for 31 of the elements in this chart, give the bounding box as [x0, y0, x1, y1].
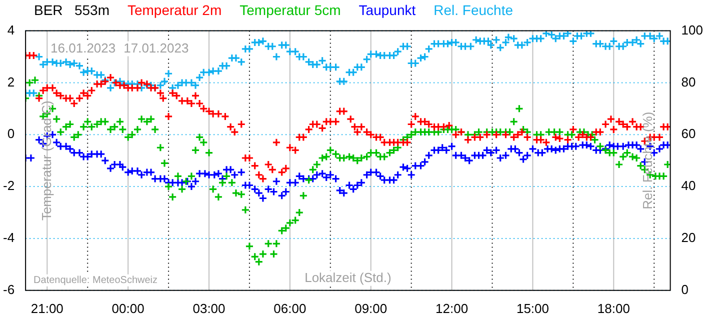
x-tick-label: 00:00	[112, 300, 144, 316]
annotation: 16.01.2023	[50, 40, 116, 56]
y-tick-label: 2	[7, 74, 15, 90]
y-tick-label: -4	[2, 230, 15, 246]
y-tick-label: 0	[7, 126, 15, 142]
y-tick-label: -6	[2, 282, 15, 297]
series-label: Rel. Feuchte	[434, 2, 513, 18]
x-tick-label: 09:00	[354, 300, 388, 316]
y2-tick-label: 100	[681, 22, 704, 38]
y-tick-label: -2	[2, 178, 15, 194]
y2-tick-label: 40	[681, 178, 696, 194]
text: Temperatur 5cm	[240, 2, 341, 18]
y-tick-label: 4	[7, 22, 15, 38]
x-tick-label: 12:00	[436, 300, 468, 316]
chart-title: BER 553m	[34, 2, 110, 18]
y2-tick-label: 60	[681, 126, 696, 142]
annotation: Datenquelle: MeteoSchweiz	[34, 275, 158, 286]
y2-axis-title: Rel. Feuchte (%)	[640, 112, 655, 210]
annotation: 17.01.2023	[124, 40, 189, 56]
y2-tick-label: 80	[681, 74, 696, 90]
y-axis-title: Temperatur (Grad C)	[39, 100, 54, 221]
x-tick-label: 21:00	[30, 300, 64, 316]
y2-tick-label: 20	[681, 230, 696, 246]
x-tick-label: 15:00	[516, 300, 549, 316]
y2-tick-label: 0	[681, 282, 689, 297]
x-tick-label: 03:00	[192, 300, 226, 316]
x-axis-title: Lokalzeit (Std.)	[304, 270, 392, 285]
text: Temperatur 2m	[127, 2, 222, 18]
x-tick-label: 18:00	[597, 300, 630, 316]
text: Taupunkt	[358, 2, 416, 18]
x-tick-label: 06:00	[274, 300, 306, 316]
